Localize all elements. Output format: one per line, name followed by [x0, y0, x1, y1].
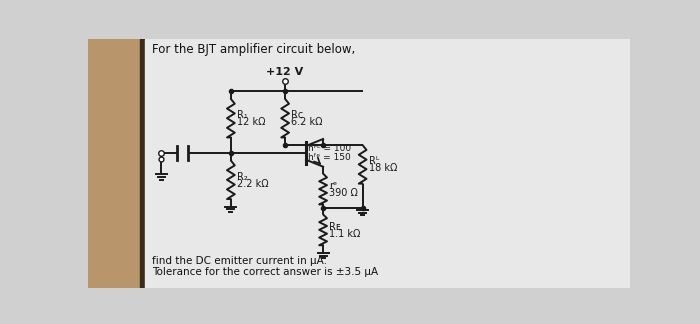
Text: +12 V: +12 V — [267, 67, 304, 77]
Bar — [140, 39, 145, 288]
Bar — [88, 39, 146, 288]
Text: 390 Ω: 390 Ω — [329, 188, 358, 198]
Text: 6.2 kΩ: 6.2 kΩ — [291, 117, 323, 127]
Text: For the BJT amplifier circuit below,: For the BJT amplifier circuit below, — [152, 43, 355, 56]
Text: Rᴇ: Rᴇ — [329, 222, 341, 232]
Text: Rᴄ: Rᴄ — [291, 110, 304, 120]
Text: hᶠᵉ = 150: hᶠᵉ = 150 — [309, 153, 351, 162]
Text: 18 kΩ: 18 kΩ — [369, 163, 397, 173]
Text: find the DC emitter current in μA.: find the DC emitter current in μA. — [152, 256, 327, 266]
Text: Rᴸ: Rᴸ — [369, 156, 379, 166]
Text: R₁: R₁ — [237, 110, 248, 120]
Text: 1.1 kΩ: 1.1 kΩ — [329, 229, 360, 239]
Text: 2.2 kΩ: 2.2 kΩ — [237, 179, 269, 189]
Text: hᴾᴱ = 100: hᴾᴱ = 100 — [309, 145, 351, 154]
Text: rᵉ: rᵉ — [329, 181, 337, 191]
Text: R₂: R₂ — [237, 172, 248, 182]
Text: 12 kΩ: 12 kΩ — [237, 117, 265, 127]
Text: Tolerance for the correct answer is ±3.5 μA: Tolerance for the correct answer is ±3.5… — [152, 267, 378, 277]
Bar — [145, 39, 630, 288]
